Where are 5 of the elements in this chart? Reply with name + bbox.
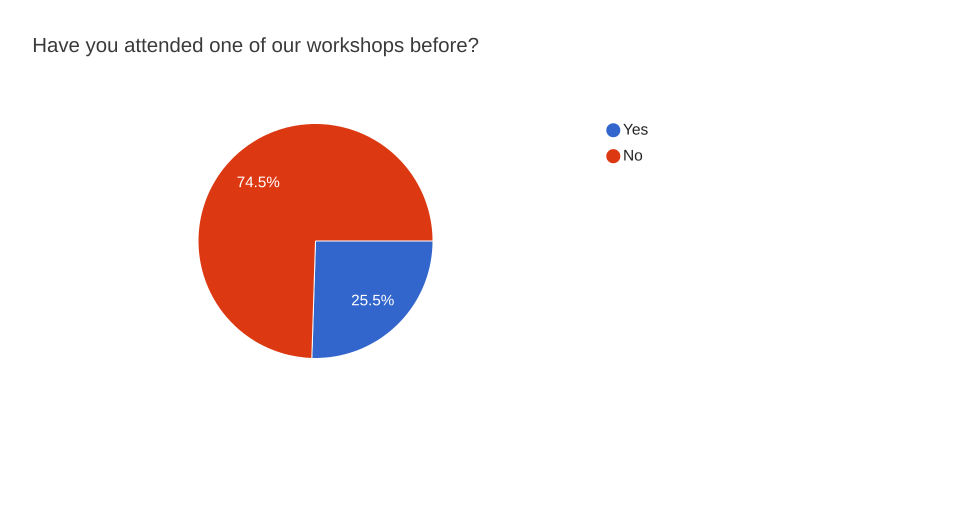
data-label: 74.5% bbox=[237, 176, 280, 188]
legend-label: Yes bbox=[623, 124, 648, 135]
legend-label: No bbox=[624, 150, 642, 161]
chart-title: Have you attended one of our workshops before? bbox=[34, 37, 478, 56]
data-label: 25.5% bbox=[352, 294, 394, 306]
